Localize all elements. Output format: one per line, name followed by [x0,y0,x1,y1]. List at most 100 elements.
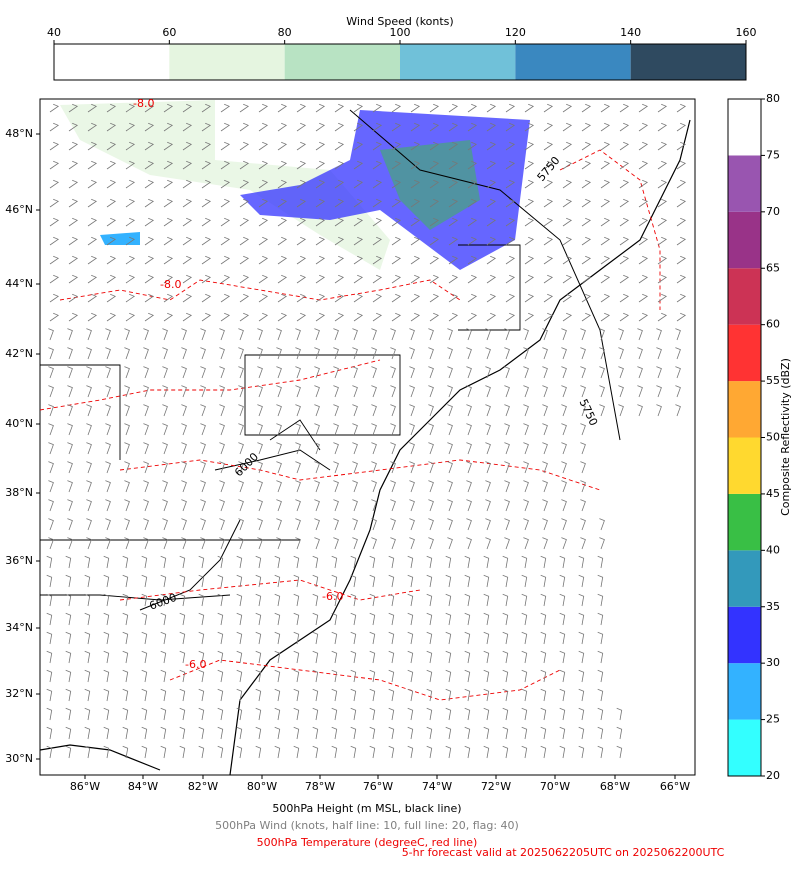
lon-label: 74°W [422,780,452,793]
wind-barb [521,745,528,759]
wind-barb [295,385,301,398]
wind-barb [162,423,168,436]
wind-barb [467,312,478,322]
wind-barb [388,574,395,588]
wind-barb [391,160,402,170]
wind-barb [619,141,630,151]
wind-barb [578,555,585,569]
wind-barb [350,650,357,664]
wind-barb [236,650,243,664]
wind-barb [448,198,459,208]
wind-barb [410,274,421,284]
wind-barb [162,480,168,493]
wind-barb [464,593,471,607]
wind-barb [293,612,300,626]
wind-barb [542,328,548,341]
wind-barb [217,593,224,607]
wind-barb [353,255,364,265]
wind-barb [334,160,345,170]
wind-barb [105,537,111,550]
lat-label: 46°N [5,203,33,216]
wind-barb [236,688,243,702]
wind-barb [144,198,155,208]
wind-barb [181,404,187,417]
wind-barb [162,328,168,341]
wind-barb [333,404,339,417]
wind-barb [122,688,129,702]
wind-barb [638,198,649,208]
wind-barb [486,179,497,189]
wind-barb [580,480,586,493]
wind-barb [540,612,547,626]
wind-barb [561,423,567,436]
wind-barb [141,669,148,683]
wind-barb [68,103,79,113]
wind-barb [486,198,497,208]
wind-barb [524,293,535,303]
wind-barb [599,366,605,379]
wind-barb [521,593,528,607]
wind-barb [486,236,497,246]
wind-barb [352,366,358,379]
wind-barb [122,669,129,683]
wind-barb [352,537,358,550]
wind-barb [524,103,535,113]
wind-barb [524,179,535,189]
wind-barb [600,274,611,284]
wind-barb [179,726,186,740]
wind-barb [505,274,516,284]
wind-barb [559,669,566,683]
wind-barb [293,574,300,588]
wind-barb [86,537,92,550]
wind-barb [486,255,497,265]
wind-barb [236,593,243,607]
wind-barb [352,385,358,398]
wind-barb [559,688,566,702]
wind-barb [106,122,117,132]
wind-barb [445,688,452,702]
wind-barb [466,423,472,436]
wind-barb [580,404,586,417]
wind-barb [125,103,136,113]
colorbar-tick-label: 50 [766,431,780,444]
wind-barb [619,198,630,208]
wind-barb [485,404,491,417]
wind-barb [467,236,478,246]
lat-label: 42°N [5,347,33,360]
wind-barb [597,726,604,740]
wind-barb [49,255,60,265]
wind-barb [144,160,155,170]
wind-barb [562,236,573,246]
wind-barb [125,179,136,189]
wind-barb [505,141,516,151]
colorbar-segment [515,44,631,80]
wind-barb [181,347,187,360]
wind-barb [523,385,529,398]
wind-barb [65,631,72,645]
wind-barb [467,293,478,303]
wind-barb [48,328,54,341]
wind-barb [65,745,72,759]
wind-barb [562,160,573,170]
wind-barb [369,688,376,702]
wind-barb [84,555,91,569]
wind-barb [657,217,668,227]
lon-label: 82°W [188,780,218,793]
wind-barb [67,404,73,417]
wind-barb [181,328,187,341]
wind-barb [49,236,60,246]
wind-barb [220,103,231,113]
wind-barb [656,385,662,398]
wind-barb [315,293,326,303]
wind-barb [86,461,92,474]
wind-barb [561,499,567,512]
wind-barb [219,366,225,379]
wind-barb [314,328,320,341]
colorbar-segment [728,719,761,776]
wind-barb [600,255,611,265]
wind-barb [105,347,111,360]
wind-barb [219,385,225,398]
wind-barb [676,236,687,246]
wind-barb [597,707,604,721]
wind-barb [426,574,433,588]
